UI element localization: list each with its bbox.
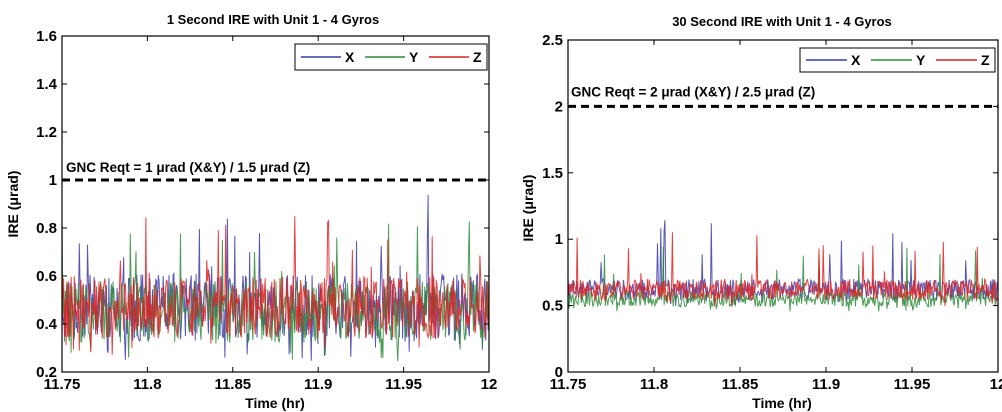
chart-1-series-layer (61, 194, 490, 362)
chart-2-x-label: Time (hr) (752, 395, 812, 411)
y-tick-label: 0.6 (36, 268, 57, 285)
y-tick-label: 1.4 (36, 76, 58, 93)
chart-2-series-z (567, 232, 999, 307)
y-tick-label: 0.4 (36, 316, 58, 333)
chart-2-plot-area (568, 40, 998, 372)
y-tick-label: 1.2 (36, 124, 57, 141)
chart-1-plot-frame (61, 35, 490, 373)
x-tick-label: 12 (481, 376, 498, 393)
chart-1-title: 1 Second IRE with Unit 1 - 4 Gyros (167, 12, 379, 27)
x-tick-label: 11.8 (640, 376, 668, 393)
x-tick-label: 11.8 (133, 376, 161, 393)
y-tick-label: 0.2 (36, 364, 57, 381)
chart-1-y-label: IRE (μrad) (5, 171, 21, 238)
x-tick-label: 11.85 (722, 376, 759, 393)
x-tick-label: 11.9 (812, 376, 840, 393)
legend-label-x: X (345, 49, 355, 65)
legend-label-z: Z (473, 49, 482, 65)
chart-2-series-layer (567, 219, 999, 312)
chart-2-requirement-label: GNC Reqt = 2 μrad (X&Y) / 2.5 μrad (Z) (571, 84, 815, 99)
chart-2-series-y (567, 246, 999, 312)
chart-1-y-axis: 0.2 0.4 0.6 0.8 1 1.2 1.4 1.6 (36, 28, 489, 381)
y-tick-label: 1.6 (36, 28, 57, 45)
y-tick-label: 2.5 (542, 32, 563, 49)
chart-2: 30 Second IRE with Unit 1 - 4 Gyros GNC … (520, 14, 1002, 411)
x-tick-label: 12 (990, 376, 1002, 393)
chart-1-requirement-label: GNC Reqt = 1 μrad (X&Y) / 1.5 μrad (Z) (66, 160, 310, 175)
x-tick-label: 11.85 (214, 376, 251, 393)
chart-1-series-y (61, 218, 490, 362)
legend-label-x: X (851, 52, 861, 68)
x-tick-label: 11.75 (550, 376, 587, 393)
chart-1-x-axis: 11.75 11.8 11.85 11.9 11.95 12 (44, 36, 498, 393)
x-tick-label: 11.75 (44, 376, 81, 393)
chart-2-title: 30 Second IRE with Unit 1 - 4 Gyros (672, 14, 892, 29)
chart-1-x-label: Time (hr) (245, 395, 305, 411)
x-tick-label: 11.9 (304, 376, 332, 393)
y-tick-label: 0.5 (542, 298, 563, 315)
legend-label-z: Z (981, 52, 990, 68)
y-tick-label: 0 (555, 364, 563, 381)
legend-label-y: Y (916, 52, 926, 68)
y-tick-label: 1.5 (542, 165, 563, 182)
y-tick-label: 0.8 (36, 220, 57, 237)
chart-2-legend: X Y Z (799, 47, 996, 73)
chart-2-y-label: IRE (μrad) (520, 175, 536, 242)
chart-2-plot-frame (567, 39, 999, 373)
chart-1-legend: X Y Z (294, 43, 488, 71)
x-tick-label: 11.95 (894, 376, 931, 393)
x-tick-label: 11.95 (385, 376, 422, 393)
chart-1: 1 Second IRE with Unit 1 - 4 Gyros GNC R… (5, 12, 497, 411)
legend-label-y: Y (409, 49, 419, 65)
y-tick-label: 1 (49, 172, 57, 189)
y-tick-label: 1 (555, 231, 563, 248)
chart-1-series-z (61, 216, 490, 355)
y-tick-label: 2 (555, 98, 563, 115)
chart-2-y-axis: 0 0.5 1 1.5 2 2.5 (542, 32, 998, 381)
